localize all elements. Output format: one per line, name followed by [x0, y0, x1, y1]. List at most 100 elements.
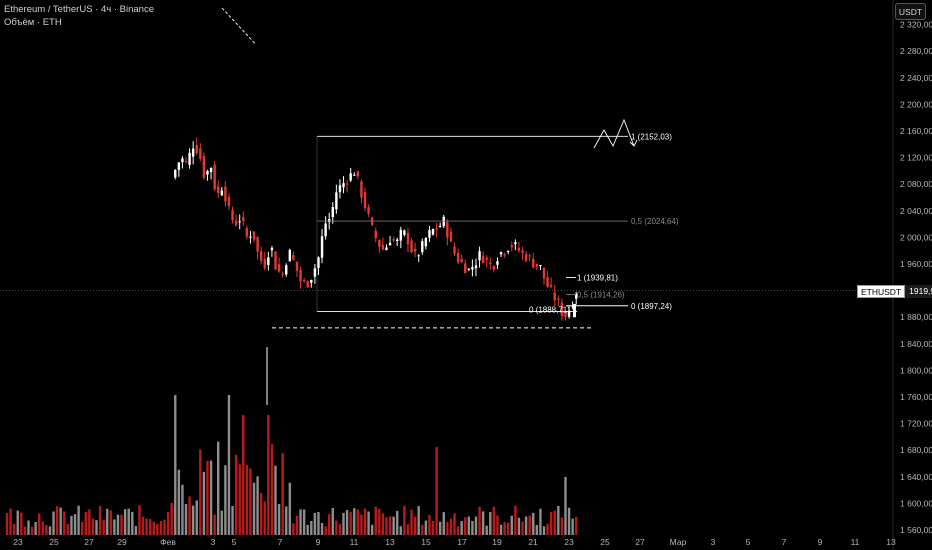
- volume-bar: [514, 505, 517, 535]
- volume-bar: [45, 524, 48, 535]
- volume-bar: [5, 513, 9, 535]
- candle-body: [252, 231, 256, 240]
- volume-bar: [532, 512, 535, 535]
- volume-bar: [38, 513, 41, 535]
- last-price-badge: ETHUSDT 1919,99: [857, 285, 932, 298]
- price-tick-label: 2 040,00: [900, 206, 932, 216]
- price-axis[interactable]: 1 560,00 1 600,00 1 640,00 1 680,00 1 720,00…: [892, 0, 932, 550]
- fib-level-0-lower-label: 0 (1897,24): [631, 302, 672, 311]
- volume-bar: [41, 521, 44, 535]
- volume-bar: [20, 512, 23, 535]
- candle-body: [575, 293, 578, 299]
- candle-body: [413, 248, 417, 252]
- volume-bar: [492, 506, 496, 535]
- volume-bar: [252, 482, 256, 535]
- volume-bar: [417, 506, 420, 535]
- price-tick-label: 1 880,00: [900, 312, 932, 322]
- time-tick-label: 29: [117, 537, 127, 547]
- candle-body: [557, 298, 560, 300]
- volume-bar: [456, 526, 460, 535]
- candle-body: [417, 255, 420, 257]
- candle-body: [374, 230, 377, 239]
- volume-bar: [170, 502, 173, 535]
- time-tick-label: 3: [711, 537, 716, 547]
- candle-body: [367, 207, 370, 214]
- volume-bar: [131, 511, 134, 535]
- volume-bar: [481, 511, 485, 535]
- volume-bar: [217, 441, 220, 535]
- volume-legend[interactable]: Объём · ETH: [4, 17, 62, 28]
- candle-body: [378, 239, 381, 248]
- volume-bar: [206, 460, 209, 535]
- volume-bar: [55, 506, 59, 535]
- fib-level-0-upper-label: 0 (1888,71): [529, 305, 570, 314]
- candle-body: [317, 257, 320, 268]
- candle-body: [542, 267, 546, 279]
- volume-bar: [52, 511, 55, 535]
- fib-level-05-lower-label: 0,5 (1914,26): [577, 290, 625, 299]
- volume-bar: [202, 471, 206, 535]
- candle-body: [213, 164, 216, 190]
- candle-body: [546, 276, 549, 288]
- volume-bar: [521, 521, 524, 535]
- volume-bar: [388, 516, 392, 535]
- volume-bar: [120, 514, 123, 535]
- volume-bar: [474, 516, 478, 535]
- volume-bar: [267, 415, 270, 535]
- candle-body: [231, 210, 234, 221]
- volume-bar: [542, 526, 546, 535]
- candle-body: [256, 237, 259, 252]
- candle-body: [242, 217, 245, 222]
- currency-button[interactable]: USDT: [895, 3, 926, 20]
- candle-body: [399, 229, 402, 241]
- annotations[interactable]: [0, 7, 893, 318]
- volume-bar: [9, 508, 12, 535]
- volume-bar: [134, 526, 138, 535]
- volume-bar: [30, 526, 34, 535]
- volume-bar: [177, 469, 181, 535]
- volume-bar: [356, 509, 360, 535]
- candle-body: [206, 170, 209, 175]
- candle-body: [342, 183, 345, 188]
- volume-bar: [317, 512, 320, 535]
- candle-body: [285, 265, 288, 275]
- time-tick-label: 27: [635, 537, 645, 547]
- candle-body: [310, 279, 313, 283]
- candle-body: [360, 181, 363, 198]
- candle-body: [188, 152, 191, 165]
- volume-bar: [485, 525, 488, 535]
- fib-level-05-upper-label: 0,5 (2024,64): [631, 217, 679, 226]
- candle-body: [485, 257, 488, 260]
- candle-body: [456, 253, 460, 263]
- price-tick-label: 1 800,00: [900, 365, 932, 375]
- volume-bar: [73, 514, 77, 535]
- volume-bar: [313, 512, 317, 535]
- candle-body: [292, 255, 295, 260]
- symbol-legend[interactable]: Ethereum / TetherUS · 4ч · Binance: [4, 4, 154, 15]
- candle-body: [396, 239, 399, 241]
- volume-bar: [199, 449, 202, 535]
- candle-body: [392, 239, 395, 241]
- candle-body: [524, 254, 528, 261]
- time-tick-label: 7: [782, 537, 787, 547]
- projection-arrow-icon: [629, 139, 638, 147]
- volume-bar: [231, 506, 234, 535]
- volume-bar: [378, 508, 381, 535]
- volume-bar: [453, 513, 456, 535]
- candle-body: [195, 145, 198, 154]
- price-tick-label: 1 840,00: [900, 339, 932, 349]
- volume-bar: [306, 524, 309, 535]
- candle-body: [349, 173, 352, 181]
- candle-body: [313, 268, 317, 277]
- volume-bar: [496, 515, 499, 535]
- time-axis[interactable]: 23 25 27 29 Фев 3 5 7 9 11 13 15 17 19 21 23 25 27 Мар 3 5 7 9…: [13, 537, 896, 547]
- candle-body: [424, 238, 428, 247]
- volume-bar: [84, 512, 87, 535]
- fib-levels[interactable]: 1 (2152,03) 0,5 (2024,64) 1 (1939,81) 0,5 (…: [272, 132, 679, 329]
- candle-body: [474, 265, 478, 269]
- volume-bar: [102, 520, 105, 535]
- candle-body: [428, 230, 431, 238]
- volume-bar: [349, 511, 352, 535]
- price-tick-label: 1 640,00: [900, 472, 932, 482]
